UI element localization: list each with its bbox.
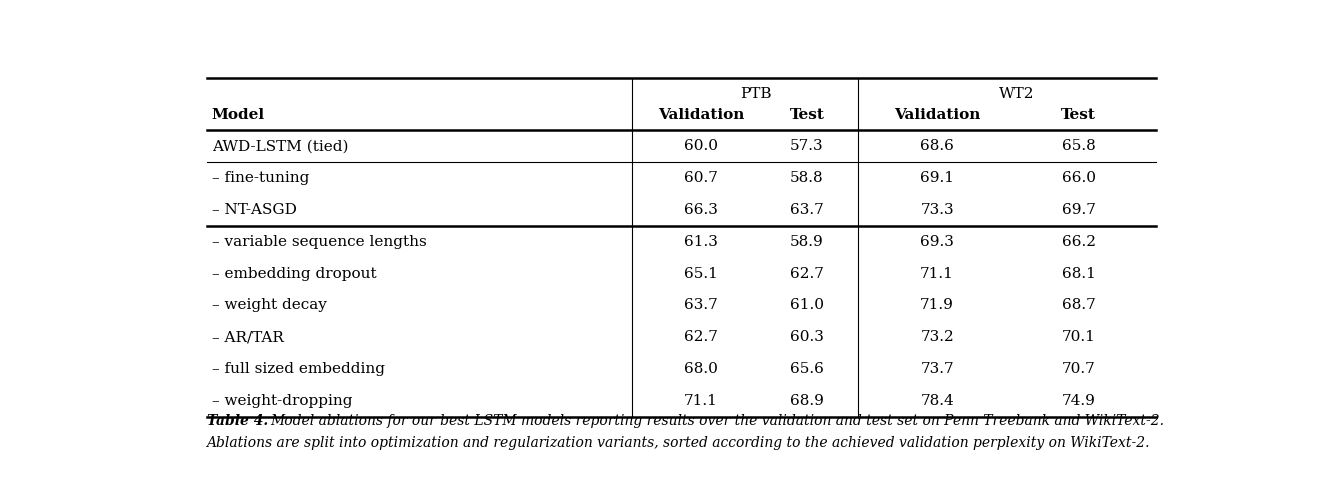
Text: 71.1: 71.1 bbox=[920, 267, 955, 281]
Text: 58.9: 58.9 bbox=[790, 235, 824, 248]
Text: – NT-ASGD: – NT-ASGD bbox=[212, 203, 297, 217]
Text: 60.7: 60.7 bbox=[685, 171, 718, 185]
Text: WT2: WT2 bbox=[1000, 87, 1035, 101]
Text: Table 4.: Table 4. bbox=[207, 414, 267, 427]
Text: Model: Model bbox=[212, 108, 265, 122]
Text: 68.6: 68.6 bbox=[920, 139, 955, 153]
Text: 62.7: 62.7 bbox=[685, 330, 718, 344]
Text: 63.7: 63.7 bbox=[685, 298, 718, 312]
Text: 73.2: 73.2 bbox=[920, 330, 955, 344]
Text: Model ablations for our best LSTM models reporting results over the validation a: Model ablations for our best LSTM models… bbox=[270, 414, 1164, 427]
Text: 61.0: 61.0 bbox=[790, 298, 824, 312]
Text: Ablations are split into optimization and regularization variants, sorted accord: Ablations are split into optimization an… bbox=[207, 436, 1151, 450]
Text: 66.3: 66.3 bbox=[685, 203, 718, 217]
Text: 73.7: 73.7 bbox=[920, 362, 953, 376]
Text: 68.1: 68.1 bbox=[1062, 267, 1096, 281]
Text: 70.7: 70.7 bbox=[1062, 362, 1095, 376]
Text: 65.1: 65.1 bbox=[685, 267, 718, 281]
Text: 68.7: 68.7 bbox=[1062, 298, 1095, 312]
Text: 70.1: 70.1 bbox=[1062, 330, 1096, 344]
Text: 71.1: 71.1 bbox=[685, 394, 718, 408]
Text: 62.7: 62.7 bbox=[790, 267, 824, 281]
Text: 60.0: 60.0 bbox=[685, 139, 718, 153]
Text: 65.6: 65.6 bbox=[790, 362, 824, 376]
Text: – embedding dropout: – embedding dropout bbox=[212, 267, 376, 281]
Text: 73.3: 73.3 bbox=[920, 203, 953, 217]
Text: 69.3: 69.3 bbox=[920, 235, 955, 248]
Text: 68.0: 68.0 bbox=[685, 362, 718, 376]
Text: – weight decay: – weight decay bbox=[212, 298, 327, 312]
Text: 65.8: 65.8 bbox=[1062, 139, 1095, 153]
Text: 78.4: 78.4 bbox=[920, 394, 955, 408]
Text: Test: Test bbox=[1062, 108, 1096, 122]
Text: Validation: Validation bbox=[658, 108, 744, 122]
Text: Validation: Validation bbox=[894, 108, 980, 122]
Text: 58.8: 58.8 bbox=[790, 171, 824, 185]
Text: PTB: PTB bbox=[740, 87, 772, 101]
Text: 68.9: 68.9 bbox=[790, 394, 824, 408]
Text: 74.9: 74.9 bbox=[1062, 394, 1096, 408]
Text: 60.3: 60.3 bbox=[790, 330, 824, 344]
Text: – weight-dropping: – weight-dropping bbox=[212, 394, 352, 408]
Text: 69.7: 69.7 bbox=[1062, 203, 1096, 217]
Text: – AR/TAR: – AR/TAR bbox=[212, 330, 283, 344]
Text: AWD-LSTM (tied): AWD-LSTM (tied) bbox=[212, 139, 348, 153]
Text: 71.9: 71.9 bbox=[920, 298, 955, 312]
Text: – fine-tuning: – fine-tuning bbox=[212, 171, 308, 185]
Text: 66.2: 66.2 bbox=[1062, 235, 1096, 248]
Text: – full sized embedding: – full sized embedding bbox=[212, 362, 385, 376]
Text: – variable sequence lengths: – variable sequence lengths bbox=[212, 235, 426, 248]
Text: 57.3: 57.3 bbox=[790, 139, 824, 153]
Text: 61.3: 61.3 bbox=[685, 235, 718, 248]
Text: 66.0: 66.0 bbox=[1062, 171, 1096, 185]
Text: 69.1: 69.1 bbox=[920, 171, 955, 185]
Text: 63.7: 63.7 bbox=[790, 203, 824, 217]
Text: Test: Test bbox=[789, 108, 825, 122]
